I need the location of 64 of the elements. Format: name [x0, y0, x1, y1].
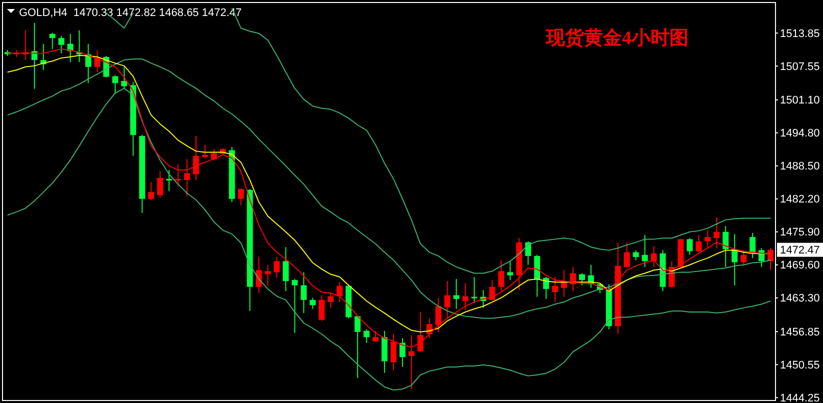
- candlestick: [364, 328, 370, 344]
- candlestick: [148, 182, 154, 200]
- candlestick: [444, 280, 450, 319]
- candlestick: [471, 276, 478, 304]
- y-tick-label: 1482.20: [780, 194, 820, 206]
- candlestick: [453, 278, 460, 310]
- y-tick-label: 1456.85: [780, 326, 820, 338]
- text: 1472.47: [780, 244, 820, 257]
- candlestick: [435, 297, 442, 332]
- candlestick: [632, 250, 639, 261]
- candlestick: [264, 264, 271, 286]
- y-tick-label: 1475.90: [780, 226, 820, 239]
- candlestick: [49, 32, 56, 50]
- candlestick: [534, 254, 540, 298]
- candlestick: [642, 234, 648, 268]
- y-tick-label: 1494.80: [780, 128, 820, 140]
- candlestick: [300, 272, 307, 314]
- candlestick: [552, 276, 558, 303]
- text: 现货黄金4小时图: [545, 27, 688, 49]
- candlestick: [112, 74, 118, 95]
- candlestick: [696, 234, 702, 253]
- y-tick-label: 1444.25: [780, 392, 820, 403]
- candlestick: [202, 144, 208, 158]
- candlestick: [193, 136, 199, 180]
- y-tick-label: 1507.55: [780, 60, 820, 73]
- candlestick: [686, 238, 693, 256]
- y-tick-label: 1488.50: [780, 160, 820, 173]
- y-tick-label: 1469.60: [780, 260, 820, 272]
- candlestick: [740, 252, 747, 266]
- candlestick: [175, 164, 182, 187]
- candlestick: [256, 256, 262, 294]
- candlestick: [328, 292, 334, 308]
- candlestick: [121, 66, 128, 90]
- candlestick: [462, 282, 468, 310]
- candlestick: [238, 188, 244, 206]
- candlestick: [58, 35, 64, 54]
- candlestick: [399, 338, 406, 368]
- y-tick-label: 1513.85: [780, 28, 820, 40]
- candlestick: [274, 256, 280, 278]
- candlestick: [714, 216, 720, 249]
- candlestick: [722, 226, 729, 268]
- candlestick: [507, 261, 514, 281]
- candlestick: [525, 240, 532, 266]
- candlestick: [624, 242, 630, 268]
- y-tick-label: 1501.10: [780, 94, 820, 107]
- candlestick: [489, 280, 496, 301]
- y-tick-label: 1463.30: [780, 292, 820, 305]
- candlestick: [543, 276, 550, 300]
- candlestick: [354, 316, 361, 378]
- candlestick: [310, 297, 316, 310]
- candlestick: [498, 260, 504, 292]
- candlestick: [282, 246, 289, 292]
- candlestick: [184, 158, 190, 197]
- candlestick: [31, 22, 38, 90]
- candlestick: [166, 170, 172, 192]
- candlestick: [292, 278, 298, 334]
- y-tick-label: 1450.55: [780, 359, 820, 372]
- candlestick: [336, 282, 343, 303]
- candlestick: [750, 232, 756, 259]
- candlestick: [704, 230, 711, 248]
- candlestick: [157, 170, 164, 198]
- candlestick: [372, 330, 379, 342]
- candlestick: [579, 272, 585, 286]
- candlestick: [318, 294, 325, 322]
